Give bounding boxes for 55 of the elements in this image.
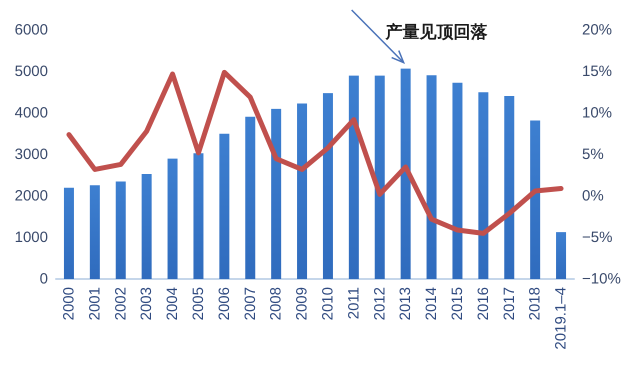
- y2-tick-label: 15%: [582, 63, 612, 80]
- bar: [168, 158, 178, 279]
- y-tick-label: 0: [40, 270, 48, 288]
- x-tick-label: 2013: [397, 287, 414, 320]
- x-tick-label: 2002: [112, 287, 130, 320]
- bar: [452, 82, 462, 279]
- x-tick-label: 2001: [86, 287, 104, 320]
- bar: [426, 75, 437, 279]
- x-tick-label: 2008: [268, 287, 285, 320]
- x-tick-label: 2017: [500, 287, 518, 320]
- bar: [64, 188, 74, 279]
- x-tick-label: 2006: [216, 287, 233, 320]
- annotation: 产量见顶回落: [384, 22, 488, 42]
- y2-tick-label: 20%: [582, 22, 612, 38]
- bar: [556, 232, 566, 279]
- y2-tick-label: 0%: [582, 188, 604, 204]
- y2-tick-label: −5%: [582, 229, 612, 246]
- x-tick-label: 2014: [423, 287, 440, 320]
- bar: [142, 174, 152, 279]
- x-tick-label: 2007: [242, 287, 259, 320]
- y2-tick-label: 10%: [582, 104, 612, 122]
- x-tick-label: 2016: [474, 287, 492, 320]
- x-tick-label: 2003: [138, 287, 156, 320]
- x-tick-label: 2005: [190, 287, 207, 320]
- y-tick-label: 2000: [14, 188, 48, 204]
- bar: [504, 96, 514, 279]
- y2-tick-label: −10%: [582, 270, 621, 288]
- y-tick-label: 1000: [14, 229, 48, 246]
- y-tick-label: 5000: [14, 63, 48, 80]
- bar: [400, 68, 411, 279]
- y2-tick-label: 5%: [582, 146, 604, 163]
- x-tick-label: 2010: [319, 287, 336, 320]
- bar: [271, 108, 282, 279]
- x-tick-label: 2011: [345, 287, 362, 320]
- bar: [478, 92, 488, 279]
- y-tick-label: 6000: [14, 22, 48, 38]
- bar: [245, 116, 256, 279]
- x-tick-label: 2009: [294, 287, 311, 320]
- bar: [374, 76, 385, 279]
- bar: [530, 120, 540, 279]
- bar: [348, 76, 359, 279]
- y-tick-label: 4000: [14, 104, 48, 122]
- x-tick-label: 2012: [371, 287, 388, 320]
- bar: [297, 103, 308, 279]
- bar: [219, 134, 230, 279]
- bar: [322, 93, 333, 279]
- x-tick-label: 2019.1–4: [552, 287, 570, 350]
- x-tick-label: 2000: [60, 287, 78, 320]
- bar: [193, 153, 204, 279]
- x-tick-label: 2015: [448, 287, 466, 320]
- y-tick-label: 3000: [14, 146, 48, 163]
- bar: [116, 181, 126, 279]
- x-tick-label: 2004: [164, 287, 182, 320]
- bar: [90, 185, 100, 279]
- x-tick-label: 2018: [526, 287, 544, 320]
